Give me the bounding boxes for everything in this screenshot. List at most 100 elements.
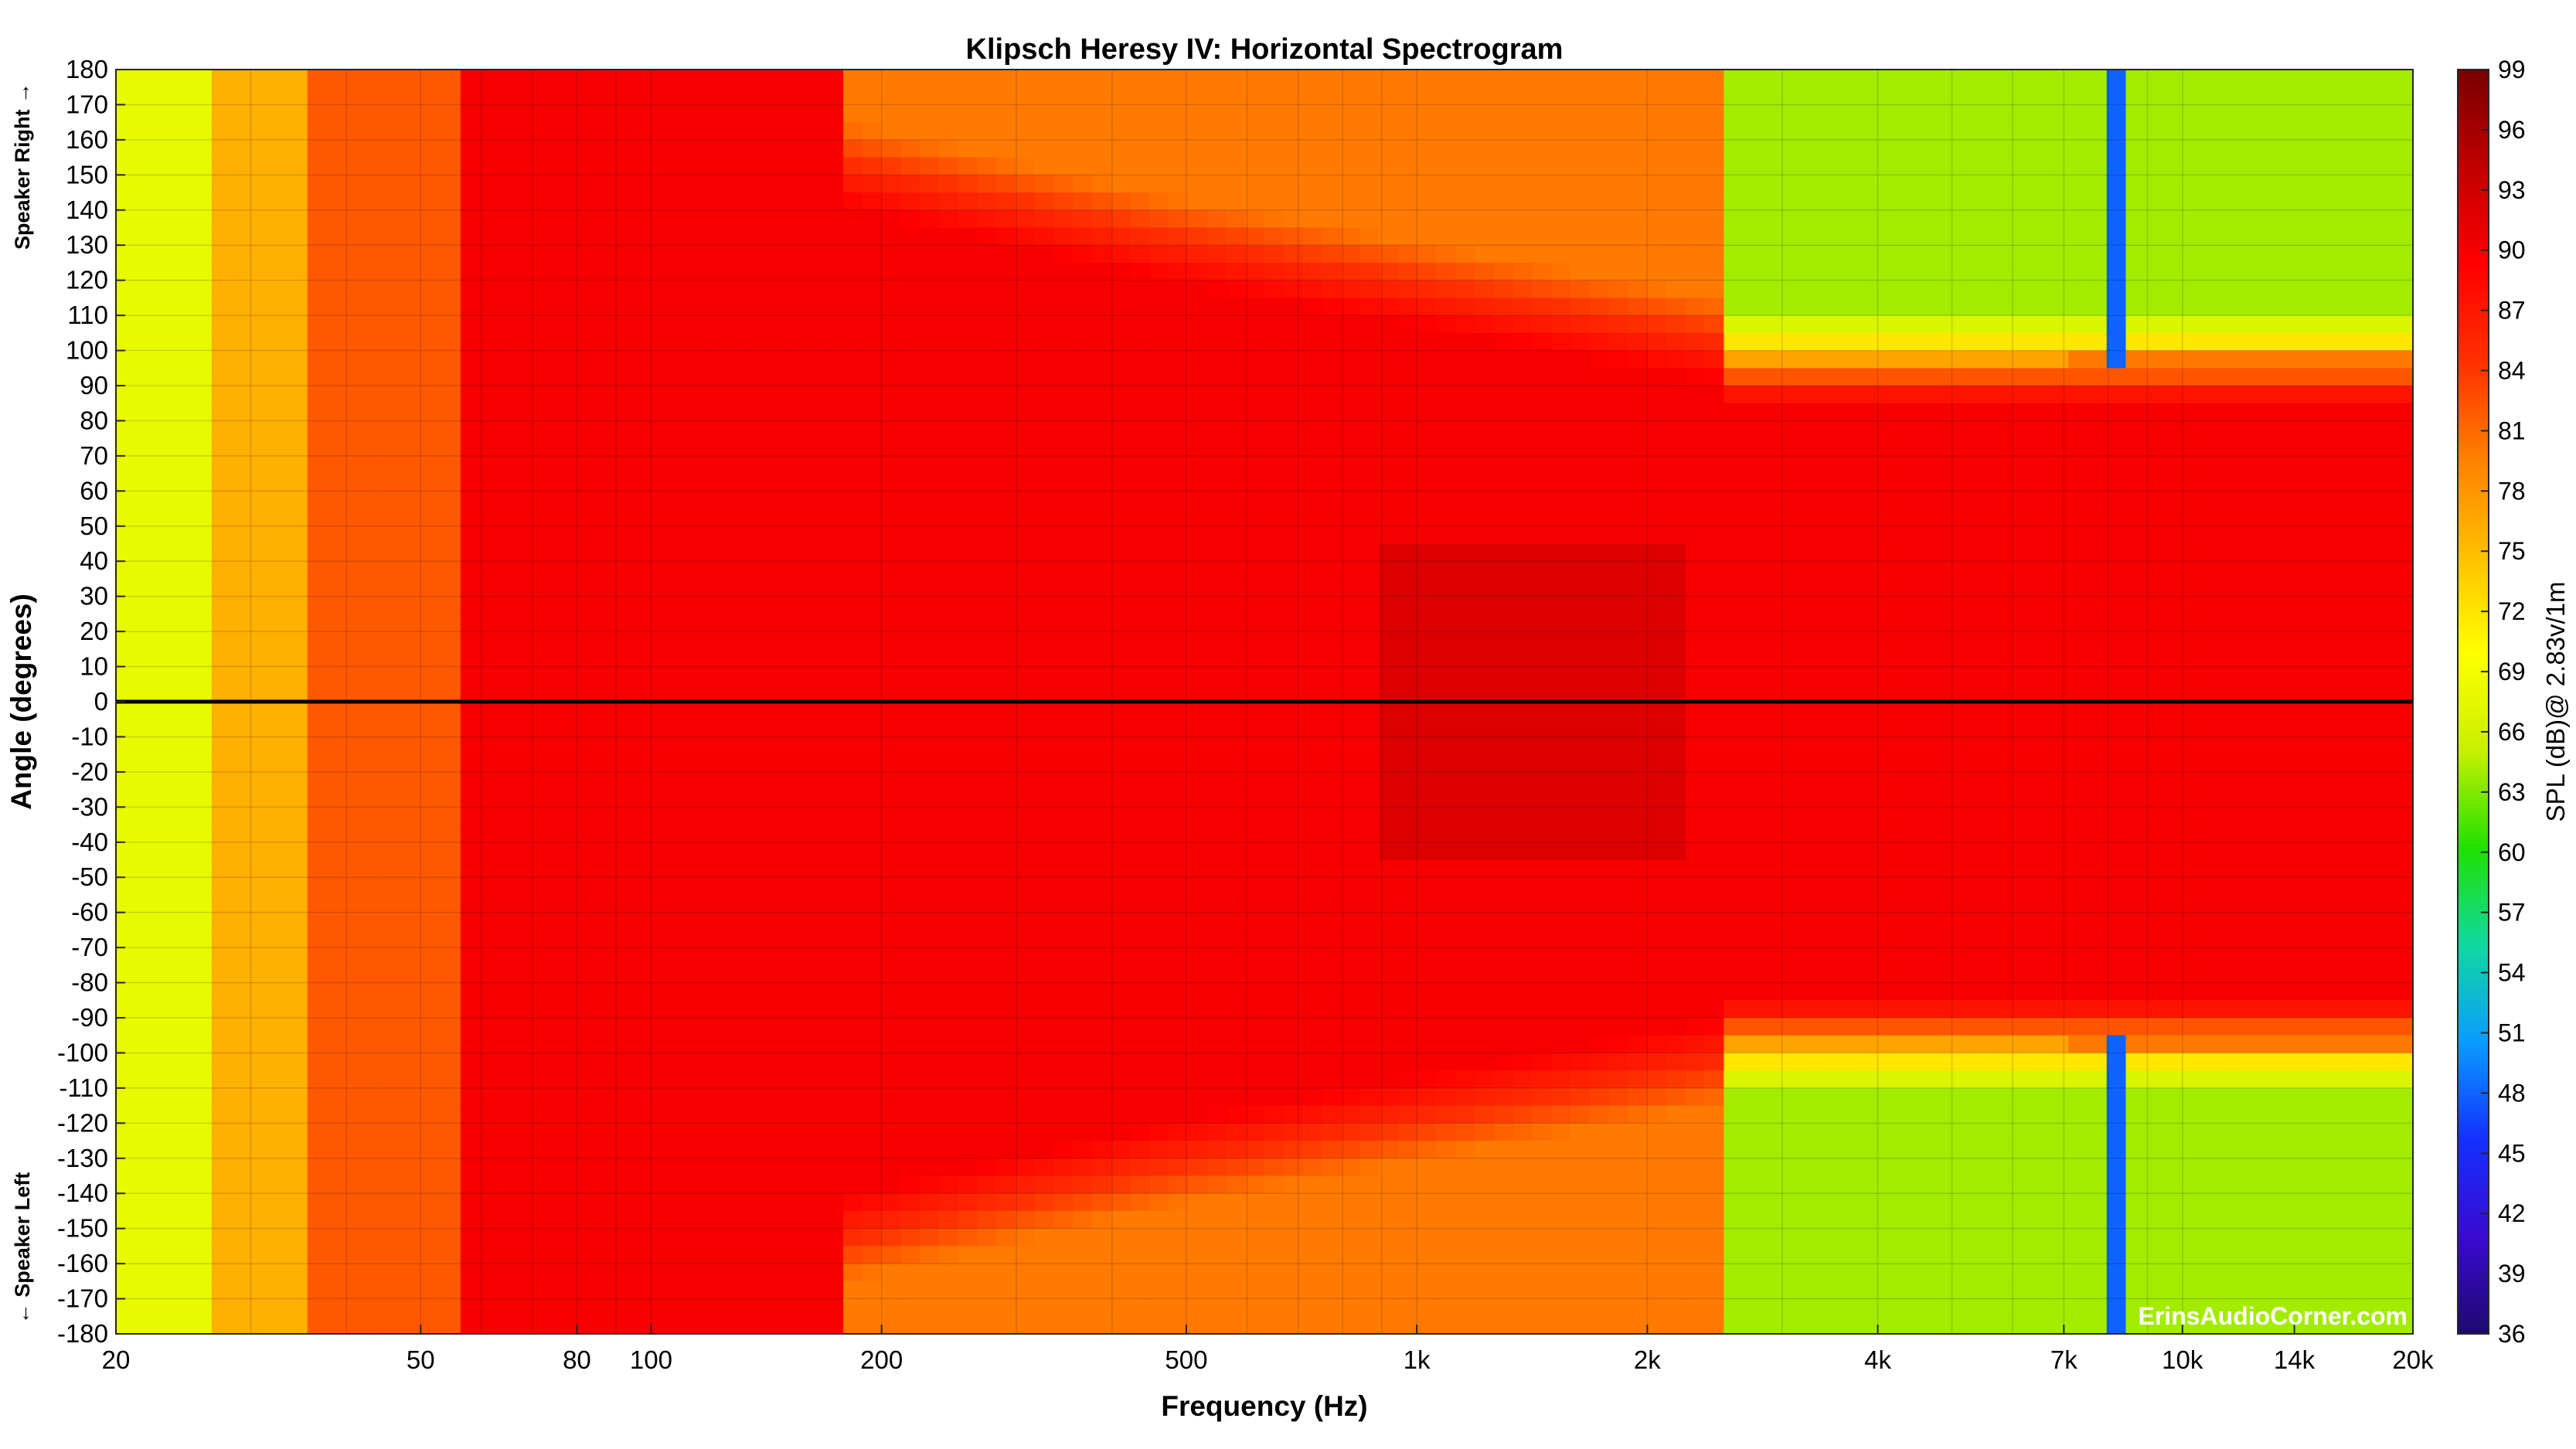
heatmap-cell	[671, 227, 692, 247]
heatmap-cell	[345, 702, 366, 720]
heatmap-cell	[536, 350, 557, 369]
heatmap-cell	[1130, 754, 1151, 774]
heatmap-cell	[613, 684, 634, 703]
heatmap-cell	[288, 736, 308, 756]
heatmap-cell	[403, 526, 424, 545]
heatmap-cell	[556, 209, 577, 229]
heatmap-cell	[499, 1070, 519, 1090]
heatmap-cell	[326, 825, 347, 843]
heatmap-cell	[1053, 227, 1074, 247]
heatmap-cell	[1379, 122, 1400, 141]
heatmap-cell	[250, 315, 271, 334]
heatmap-cell	[499, 245, 519, 264]
heatmap-cell	[939, 157, 959, 176]
heatmap-cell	[326, 473, 347, 492]
heatmap-cell	[632, 1070, 653, 1090]
heatmap-cell	[1341, 122, 1362, 141]
heatmap-cell	[365, 368, 385, 387]
heatmap-cell	[134, 298, 155, 317]
heatmap-cell	[1417, 403, 1438, 422]
heatmap-cell	[288, 157, 308, 176]
heatmap-cell	[785, 245, 806, 264]
heatmap-cell	[269, 315, 290, 334]
heatmap-cell	[632, 930, 653, 949]
heatmap-cell	[728, 350, 749, 369]
heatmap-cell	[1130, 842, 1151, 861]
heatmap-cell	[134, 894, 155, 913]
heatmap-cell	[1283, 1000, 1304, 1019]
heatmap-cell	[499, 859, 519, 879]
heatmap-cell	[1149, 368, 1170, 387]
heatmap-cell	[288, 368, 308, 387]
heatmap-cell	[1302, 982, 1323, 1002]
heatmap-cell	[1359, 1123, 1380, 1142]
heatmap-cell	[460, 754, 481, 774]
heatmap-cell	[1053, 982, 1074, 1002]
heatmap-cell	[785, 368, 806, 387]
heatmap-cell	[422, 438, 443, 457]
heatmap-cell	[652, 964, 672, 984]
heatmap-cell	[403, 175, 424, 194]
heatmap-cell	[728, 509, 749, 527]
heatmap-cell	[536, 754, 557, 774]
heatmap-cell	[345, 1175, 366, 1195]
heatmap-cell	[785, 1035, 806, 1054]
heatmap-cell	[1111, 666, 1131, 685]
heatmap-cell	[403, 684, 424, 703]
heatmap-cell	[211, 403, 232, 422]
heatmap-cell	[824, 1264, 845, 1282]
heatmap-cell	[900, 1053, 921, 1072]
heatmap-cell	[843, 1210, 864, 1230]
heatmap-cell	[365, 245, 385, 264]
heatmap-cell	[690, 1018, 710, 1036]
heatmap-cell	[1092, 561, 1113, 580]
heatmap-cell	[383, 1070, 404, 1090]
heatmap-cell	[1398, 368, 1419, 387]
heatmap-cell	[1092, 1105, 1113, 1124]
heatmap-cell	[594, 350, 615, 369]
heatmap-cell	[843, 1053, 864, 1072]
heatmap-cell	[230, 368, 251, 387]
heatmap-cell	[996, 70, 1017, 88]
heatmap-cell	[785, 227, 806, 247]
heatmap-cell	[1341, 1070, 1362, 1090]
heatmap-cell	[977, 1264, 998, 1282]
heatmap-cell	[996, 543, 1017, 563]
heatmap-cell	[1417, 122, 1438, 141]
heatmap-cell	[1264, 315, 1285, 334]
heatmap-cell	[403, 1175, 424, 1195]
heatmap-cell	[1111, 1087, 1131, 1107]
heatmap-cell	[499, 947, 519, 966]
heatmap-cell	[728, 1175, 749, 1195]
heatmap-cell	[996, 1210, 1017, 1230]
heatmap-cell	[288, 104, 308, 124]
heatmap-cell	[900, 877, 921, 896]
heatmap-cell	[1245, 736, 1266, 756]
heatmap-cell	[154, 1105, 175, 1124]
heatmap-cell	[1245, 280, 1266, 299]
heatmap-cell	[843, 543, 864, 563]
heatmap-cell	[1206, 509, 1227, 527]
heatmap-cell	[307, 1053, 328, 1072]
heatmap-cell	[862, 1298, 883, 1318]
heatmap-cell	[1436, 455, 1457, 474]
heatmap-cell	[1245, 1105, 1266, 1124]
heatmap-cell	[1359, 1281, 1380, 1300]
heatmap-cell	[1245, 1087, 1266, 1107]
heatmap-cell	[1169, 1246, 1189, 1265]
heatmap-cell	[479, 70, 500, 88]
heatmap-cell	[326, 859, 347, 879]
heatmap-cell	[1245, 1175, 1266, 1195]
heatmap-cell	[747, 526, 768, 545]
heatmap-cell	[767, 122, 788, 141]
heatmap-cell	[977, 789, 998, 808]
heatmap-cell	[536, 298, 557, 317]
heatmap-cell	[383, 912, 404, 931]
heatmap-cell	[594, 175, 615, 194]
heatmap-cell	[422, 1193, 443, 1213]
heatmap-cell	[422, 1175, 443, 1195]
heatmap-cell	[671, 1175, 692, 1195]
heatmap-cell	[403, 1246, 424, 1265]
heatmap-cell	[1149, 561, 1170, 580]
heatmap-cell	[269, 280, 290, 299]
